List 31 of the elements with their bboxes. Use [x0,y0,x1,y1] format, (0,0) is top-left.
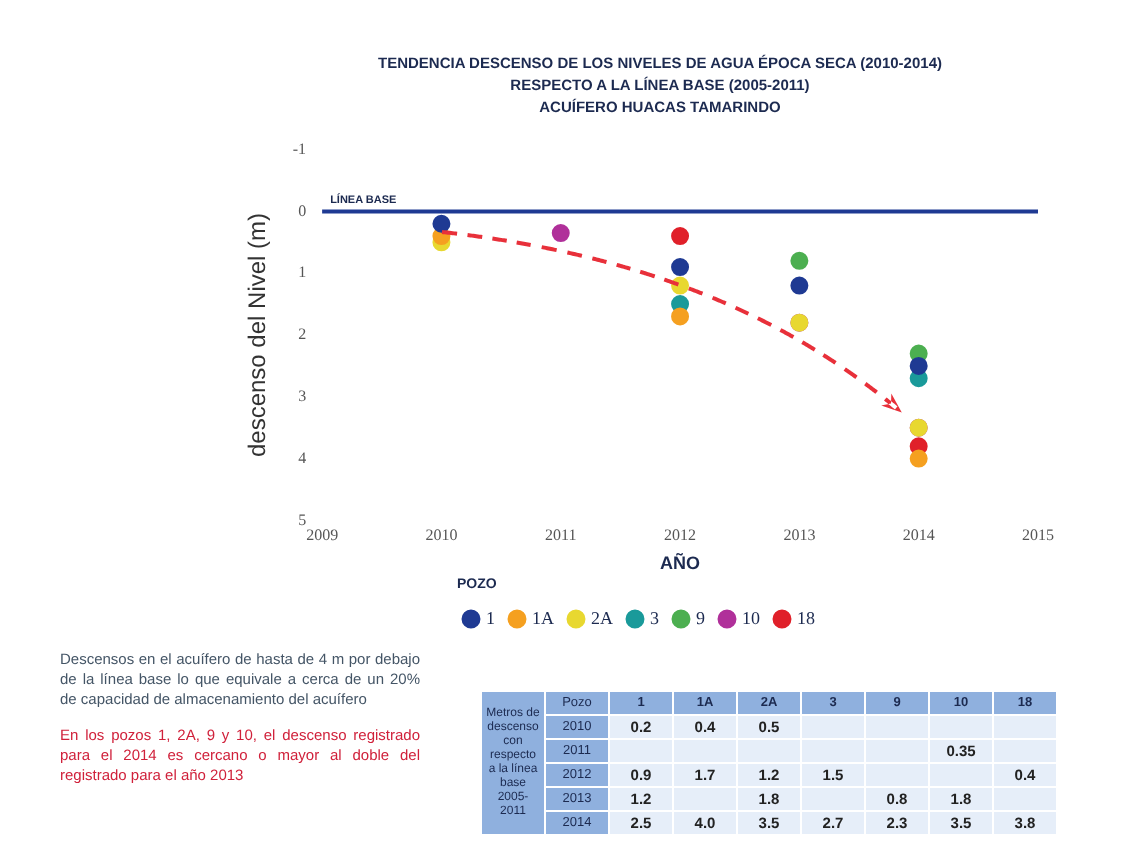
point [671,258,690,277]
legend-label: 1A [532,607,555,628]
x-tick-label: 2013 [783,526,816,545]
point [790,251,809,270]
legend-label: 9 [696,607,706,628]
y-tick-label: 2 [298,325,307,344]
point [790,276,809,295]
x-axis-title: AÑO [660,551,701,574]
x-tick-label: 2015 [1022,526,1054,545]
point [551,224,570,243]
point [909,449,928,468]
y-tick-label: 4 [298,448,307,467]
x-tick-label: 2009 [306,526,339,545]
x-tick-label: 2014 [902,526,935,545]
point [909,356,928,375]
legend-label: 3 [650,607,660,628]
y-axis-title: descenso del Nivel (m) [243,212,272,458]
legend-label: 10 [742,607,761,628]
legend-label: 18 [797,607,816,628]
y-tick-label: 1 [298,263,307,282]
point [671,307,690,326]
y-tick-label: 5 [298,510,307,529]
y-tick-label: 0 [298,201,307,220]
y-tick-label: 3 [298,386,307,405]
x-tick-label: 2010 [425,526,458,545]
y-tick-label: -1 [292,139,307,158]
legend-label: 1 [486,607,495,628]
legend-label: 2A [591,607,614,628]
point [432,214,451,233]
x-tick-label: 2012 [664,526,697,545]
point [671,227,690,246]
